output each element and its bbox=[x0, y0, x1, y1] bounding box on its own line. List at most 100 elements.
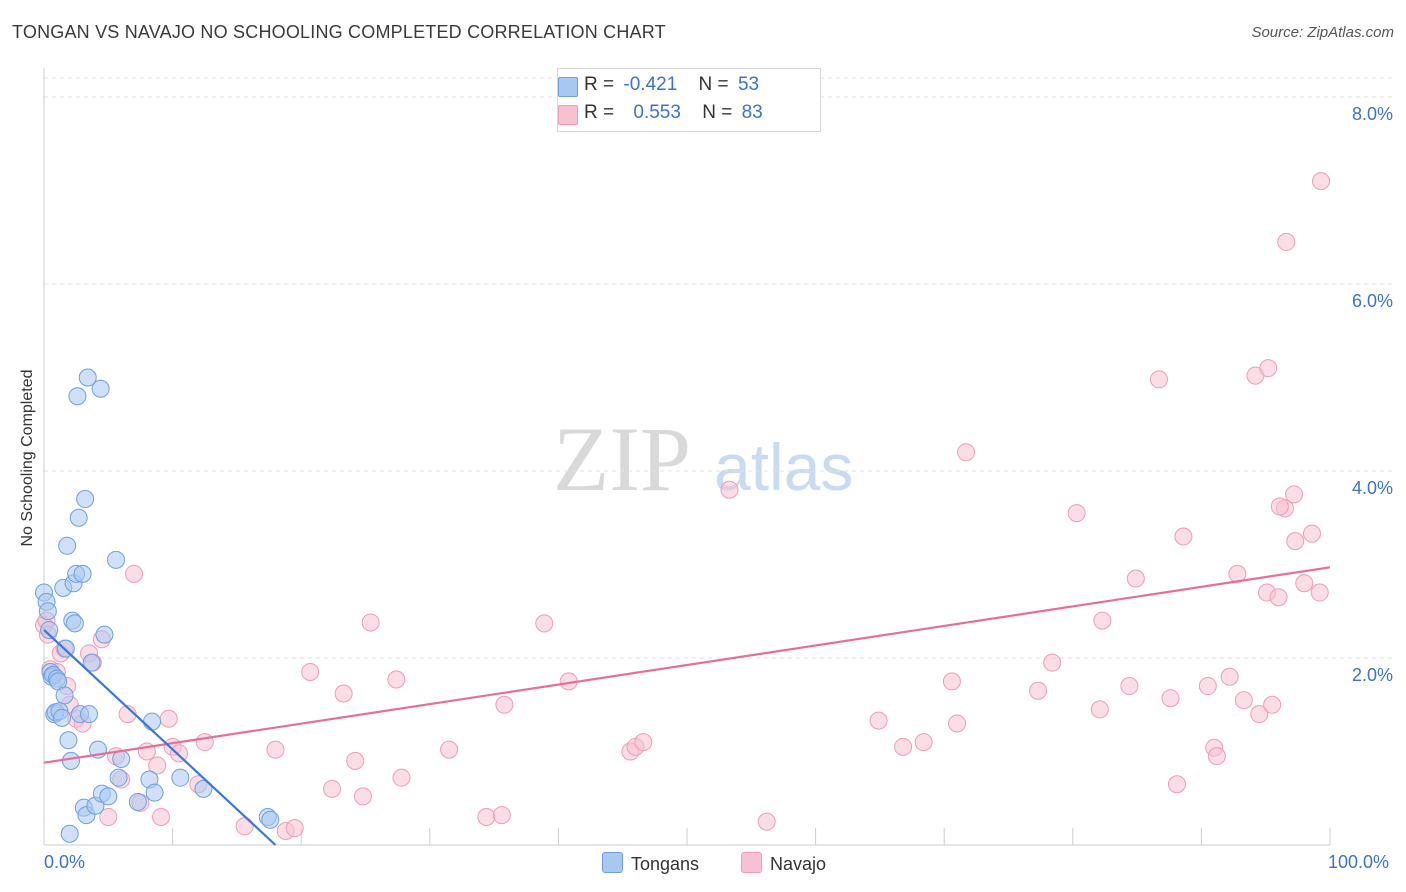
navajo-point bbox=[957, 443, 976, 462]
tongans-point bbox=[62, 751, 81, 770]
navajo-point bbox=[440, 740, 459, 759]
tongans-point bbox=[145, 783, 164, 802]
tongans-point bbox=[40, 620, 59, 639]
navajo-point bbox=[334, 684, 353, 703]
x-tick-label-min: 0.0% bbox=[44, 852, 86, 872]
y-tick-label: 8.0% bbox=[1352, 104, 1393, 124]
navajo-point bbox=[948, 714, 967, 733]
navajo-point bbox=[757, 812, 776, 831]
navajo-point bbox=[1093, 611, 1112, 630]
navajo-legend-icon bbox=[741, 852, 762, 873]
navajo-point bbox=[1067, 504, 1086, 523]
navajo-point bbox=[266, 740, 285, 759]
navajo-n-value: 83 bbox=[741, 102, 763, 123]
navajo-point bbox=[1286, 532, 1305, 551]
navajo-legend-label: Navajo bbox=[770, 854, 827, 874]
tongans-point bbox=[99, 787, 118, 806]
navajo-point bbox=[1269, 588, 1288, 607]
tongans-point bbox=[53, 708, 72, 727]
navajo-trend-line bbox=[43, 566, 1331, 764]
navajo-point bbox=[1234, 691, 1253, 710]
tongans-point bbox=[82, 653, 101, 672]
y-tick-label: 4.0% bbox=[1352, 478, 1393, 498]
tongans-point bbox=[69, 508, 88, 527]
navajo-r-label: R = bbox=[584, 102, 615, 123]
tongans-point bbox=[112, 749, 131, 768]
navajo-point bbox=[353, 787, 372, 806]
legend-row-tongans: R = -0.421 N = 53 bbox=[558, 74, 760, 102]
tongans-point bbox=[171, 768, 190, 787]
tongans-r-label: R = bbox=[584, 74, 615, 95]
navajo-point bbox=[323, 779, 342, 798]
navajo-point bbox=[235, 817, 254, 836]
tongans-n-value: 53 bbox=[737, 74, 760, 95]
navajo-point bbox=[346, 751, 365, 770]
navajo-point bbox=[361, 613, 380, 632]
source-label: Source: ZipAtlas.com bbox=[1251, 24, 1394, 41]
navajo-point bbox=[148, 756, 167, 775]
tongans-point bbox=[59, 731, 78, 750]
legend-item-tongans: Tongans bbox=[602, 852, 699, 875]
navajo-point bbox=[1167, 775, 1186, 794]
navajo-point bbox=[1220, 667, 1239, 686]
tongans-n-label: N = bbox=[698, 74, 729, 95]
tongans-point bbox=[80, 705, 99, 724]
navajo-point bbox=[1090, 700, 1109, 719]
watermark-zip: ZIP bbox=[553, 408, 691, 510]
navajo-point bbox=[1126, 569, 1145, 588]
navajo-point bbox=[1250, 705, 1269, 724]
navajo-swatch-icon bbox=[558, 105, 578, 125]
navajo-point bbox=[1295, 574, 1314, 593]
correlation-legend: R = -0.421 N = 53 R = 0.553 N = 83 bbox=[557, 68, 821, 132]
navajo-point bbox=[1284, 485, 1303, 504]
tongans-point bbox=[109, 768, 128, 787]
tongans-point bbox=[60, 824, 79, 843]
navajo-point bbox=[301, 663, 320, 682]
navajo-point bbox=[535, 614, 554, 633]
tongans-point bbox=[95, 625, 114, 644]
tongans-trend-line bbox=[43, 629, 277, 846]
tongans-point bbox=[194, 779, 213, 798]
navajo-point bbox=[477, 807, 496, 826]
navajo-point bbox=[495, 695, 514, 714]
navajo-point bbox=[942, 672, 961, 691]
tongans-point bbox=[76, 490, 95, 509]
navajo-point bbox=[125, 564, 144, 583]
navajo-point bbox=[634, 733, 653, 752]
tongans-legend-icon bbox=[602, 852, 623, 873]
tongans-point bbox=[38, 602, 57, 621]
chart-title: TONGAN VS NAVAJO NO SCHOOLING COMPLETED … bbox=[12, 22, 666, 42]
tongans-point bbox=[73, 564, 92, 583]
tongans-point bbox=[107, 550, 126, 569]
tongans-point bbox=[55, 686, 74, 705]
tongans-swatch-icon bbox=[558, 77, 578, 97]
x-tick-label-max: 100.0% bbox=[1328, 852, 1390, 872]
tongans-point bbox=[91, 379, 110, 398]
navajo-point bbox=[894, 737, 913, 756]
navajo-point bbox=[1310, 583, 1329, 602]
tongans-point bbox=[65, 614, 84, 633]
navajo-point bbox=[387, 670, 406, 689]
navajo-point bbox=[1207, 747, 1226, 766]
navajo-point bbox=[1161, 689, 1180, 708]
tongans-legend-label: Tongans bbox=[631, 854, 700, 874]
navajo-point bbox=[285, 819, 304, 838]
tongans-point bbox=[78, 368, 97, 387]
navajo-point bbox=[1174, 527, 1193, 546]
navajo-point bbox=[1311, 172, 1330, 191]
navajo-point bbox=[170, 744, 189, 763]
navajo-point bbox=[914, 733, 933, 752]
navajo-point bbox=[869, 711, 888, 730]
navajo-point bbox=[1029, 681, 1048, 700]
navajo-point bbox=[1270, 497, 1289, 516]
tongans-point bbox=[68, 387, 87, 406]
navajo-point bbox=[1198, 677, 1217, 696]
tongans-point bbox=[58, 536, 77, 555]
tongans-point bbox=[128, 792, 147, 811]
tongans-point bbox=[261, 810, 280, 829]
navajo-n-label: N = bbox=[702, 102, 733, 123]
navajo-point bbox=[392, 768, 411, 787]
navajo-point bbox=[1277, 232, 1296, 251]
navajo-point bbox=[492, 806, 511, 825]
